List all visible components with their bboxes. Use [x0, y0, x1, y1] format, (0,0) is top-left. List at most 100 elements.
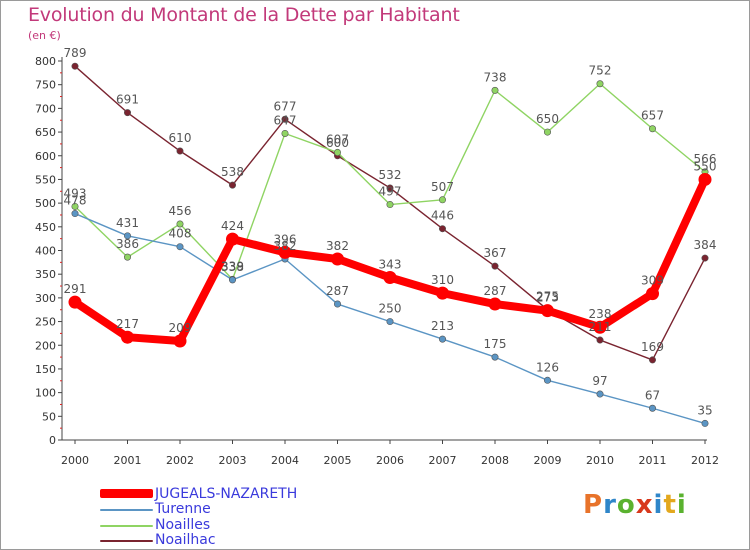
- data-label: 532: [379, 168, 402, 182]
- data-label: 213: [431, 319, 454, 333]
- data-label: 339: [221, 259, 244, 273]
- data-point: [173, 334, 187, 348]
- y-tick-label: 600: [35, 150, 56, 163]
- data-point: [648, 404, 656, 412]
- y-tick-label: 300: [35, 292, 56, 305]
- data-point: [229, 181, 237, 189]
- unit-label: (en €): [28, 29, 61, 42]
- data-label: 446: [431, 209, 454, 223]
- data-point: [646, 287, 659, 301]
- data-label: 35: [697, 403, 712, 417]
- data-point: [701, 419, 709, 427]
- logo-letter: x: [635, 490, 654, 520]
- data-point: [488, 297, 502, 311]
- data-label: 67: [645, 388, 660, 402]
- page-title: Evolution du Montant de la Dette par Hab…: [28, 4, 460, 26]
- data-label: 211: [589, 320, 612, 334]
- data-label: 550: [694, 159, 717, 173]
- data-label: 238: [589, 307, 612, 321]
- logo-letter: i: [676, 490, 687, 520]
- data-label: 273: [536, 291, 559, 305]
- logo-letter: t: [663, 490, 677, 520]
- x-tick-label: 2006: [376, 454, 404, 467]
- data-label: 367: [484, 246, 507, 260]
- logo-letter: P: [583, 490, 604, 520]
- legend-swatch: [100, 489, 153, 498]
- logo-letter: r: [603, 490, 617, 520]
- data-point: [698, 172, 712, 186]
- legend-label: Noailhac: [155, 532, 216, 548]
- data-label: 607: [326, 132, 349, 146]
- y-tick-label: 350: [35, 268, 56, 281]
- data-point: [386, 184, 394, 192]
- x-tick-label: 2000: [61, 454, 89, 467]
- y-tick-label: 750: [35, 79, 56, 92]
- data-point: [596, 336, 604, 344]
- data-label: 752: [589, 64, 612, 78]
- y-tick-label: 550: [35, 173, 56, 186]
- x-tick-label: 2004: [271, 454, 299, 467]
- data-label: 386: [116, 237, 139, 251]
- data-label: 738: [484, 70, 507, 84]
- data-point: [543, 376, 551, 384]
- data-label: 310: [431, 273, 454, 287]
- data-label: 610: [169, 131, 192, 145]
- data-label: 175: [484, 337, 507, 351]
- data-label: 497: [379, 185, 402, 199]
- series-jugeals-nazareth: [68, 172, 712, 348]
- y-tick-label: 0: [49, 434, 56, 447]
- data-point: [68, 295, 82, 309]
- x-tick-label: 2001: [114, 454, 142, 467]
- data-label: 650: [536, 112, 559, 126]
- data-label: 382: [326, 239, 349, 253]
- data-point: [593, 320, 607, 334]
- data-point: [543, 128, 551, 136]
- data-point: [648, 125, 656, 133]
- y-tick-label: 200: [35, 339, 56, 352]
- x-tick-label: 2011: [639, 454, 667, 467]
- data-point: [71, 210, 79, 218]
- data-point: [596, 80, 604, 88]
- x-tick-label: 2005: [324, 454, 352, 467]
- data-point: [386, 318, 394, 326]
- x-tick-label: 2008: [481, 454, 509, 467]
- data-point: [281, 115, 289, 123]
- data-point: [121, 330, 134, 344]
- data-label: 456: [169, 204, 192, 218]
- legend-swatch: [100, 540, 153, 542]
- legend-swatch: [100, 509, 153, 511]
- data-label: 677: [274, 99, 297, 113]
- x-tick-label: 2002: [166, 454, 194, 467]
- data-label: 382: [274, 239, 297, 253]
- legend-label: JUGEALS-NAZARETH: [155, 486, 298, 502]
- data-point: [124, 253, 132, 261]
- data-label: 250: [379, 302, 402, 316]
- x-tick-label: 2010: [586, 454, 614, 467]
- data-label: 478: [64, 194, 87, 208]
- data-label: 657: [641, 109, 664, 123]
- data-label: 309: [641, 274, 664, 288]
- data-label: 384: [694, 238, 717, 252]
- data-label: 217: [116, 317, 139, 331]
- data-point: [176, 220, 184, 228]
- y-tick-label: 450: [35, 221, 56, 234]
- y-tick-label: 100: [35, 387, 56, 400]
- legend-label: Noailles: [155, 517, 211, 533]
- data-point: [386, 201, 394, 209]
- data-label: 600: [326, 136, 349, 150]
- data-label: 493: [64, 186, 87, 200]
- logo-letter: i: [653, 490, 664, 520]
- data-point: [491, 86, 499, 94]
- data-point: [436, 286, 449, 300]
- legend-swatch: [100, 525, 153, 527]
- data-label: 431: [116, 216, 139, 230]
- data-point: [226, 232, 239, 246]
- data-label: 424: [221, 219, 244, 233]
- data-point: [491, 262, 499, 270]
- data-label: 538: [221, 165, 244, 179]
- data-point: [176, 147, 184, 155]
- series-turenne: [71, 210, 709, 427]
- data-point: [176, 243, 184, 251]
- data-point: [229, 276, 237, 284]
